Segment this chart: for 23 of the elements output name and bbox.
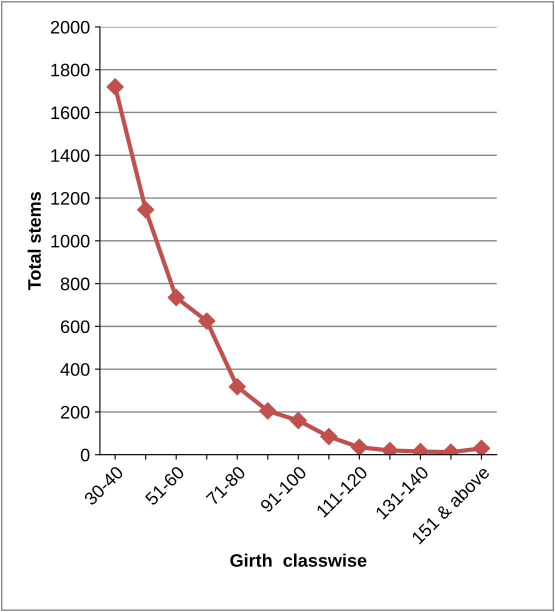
y-tick-label: 1400 (51, 149, 90, 162)
point (137, 201, 154, 218)
point (472, 440, 490, 455)
y-tick-label: 1000 (51, 234, 90, 248)
y-tick-label: 2000 (50, 20, 90, 34)
point (168, 288, 185, 306)
point (259, 402, 276, 420)
point (350, 438, 368, 455)
y-tick-label: 0 (80, 448, 90, 462)
y-axis-title: Total stems (28, 192, 41, 290)
y-tick-label: 200 (60, 406, 90, 419)
y-tick-label: 1600 (51, 106, 90, 120)
point (198, 312, 216, 330)
y-tick-label: 600 (60, 320, 90, 334)
x-axis-title: Girth classwise (230, 554, 366, 567)
point (290, 412, 307, 430)
y-tick-label: 1800 (51, 64, 90, 76)
y-tick-label: 800 (60, 278, 90, 290)
point (228, 378, 246, 396)
y-tick-label: 400 (60, 363, 90, 376)
point (320, 428, 338, 446)
point (106, 78, 124, 96)
y-tick-label: 1200 (51, 192, 90, 205)
